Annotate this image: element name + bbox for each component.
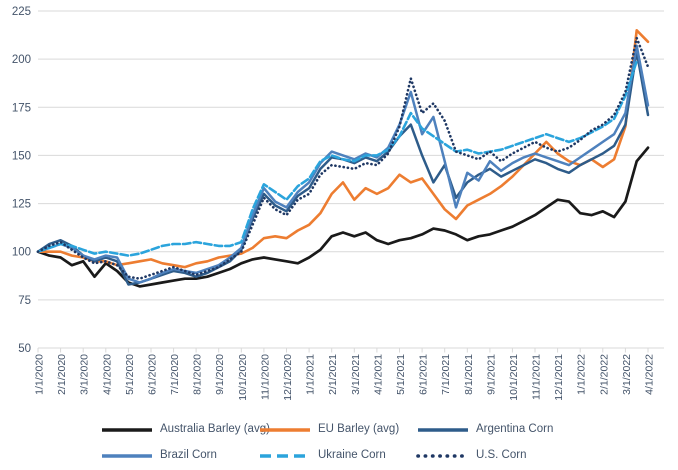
legend-label-argentina-corn: Argentina Corn bbox=[476, 423, 554, 436]
y-tick-label: 225 bbox=[12, 6, 31, 18]
x-tick-label: 7/1/2020 bbox=[169, 354, 181, 395]
x-tick-label: 10/1/2021 bbox=[508, 354, 520, 401]
x-tick-label: 1/1/2021 bbox=[305, 354, 317, 395]
legend-label-u-s-corn: U.S. Corn bbox=[476, 449, 527, 462]
x-tick-label: 9/1/2020 bbox=[214, 354, 226, 395]
x-tick-label: 11/1/2021 bbox=[531, 354, 543, 400]
y-tick-label: 125 bbox=[12, 199, 31, 211]
x-tick-label: 1/1/2022 bbox=[576, 354, 588, 395]
legend-item-ukraine-corn: Ukraine Corn bbox=[258, 450, 416, 462]
legend-label-ukraine-corn: Ukraine Corn bbox=[318, 449, 386, 462]
x-tick-label: 12/1/2021 bbox=[553, 354, 565, 401]
series-line-eu-barley-avg bbox=[36, 29, 650, 269]
legend-marker-solid-line bbox=[102, 428, 152, 432]
y-tick-label: 150 bbox=[12, 150, 31, 162]
x-tick-label: 4/1/2020 bbox=[101, 354, 113, 395]
legend-marker-dotted-line bbox=[416, 454, 470, 458]
x-tick-label: 11/1/2020 bbox=[259, 354, 271, 400]
legend-label-eu-barley-avg: EU Barley (avg) bbox=[318, 423, 400, 436]
x-tick-label: 8/1/2020 bbox=[192, 354, 204, 395]
legend-marker-solid-line bbox=[418, 428, 468, 432]
series-line-ukraine-corn bbox=[36, 59, 638, 257]
x-tick-label: 8/1/2021 bbox=[463, 354, 475, 395]
series-line-australia-barley-avg bbox=[36, 146, 650, 288]
x-tick-label: 5/1/2020 bbox=[124, 354, 136, 395]
legend-item-australia-barley-avg: Australia Barley (avg) bbox=[100, 424, 270, 436]
x-tick-label: 4/1/2022 bbox=[644, 354, 656, 395]
x-tick-label: 12/1/2020 bbox=[282, 354, 294, 401]
x-tick-label: 1/1/2020 bbox=[34, 354, 46, 395]
x-tick-label: 6/1/2021 bbox=[418, 354, 430, 395]
legend-item-u-s-corn: U.S. Corn bbox=[416, 450, 578, 462]
y-tick-label: 200 bbox=[12, 54, 31, 66]
x-tick-label: 2/1/2022 bbox=[598, 354, 610, 395]
x-tick-label: 4/1/2021 bbox=[372, 354, 384, 395]
series-line-brazil-corn bbox=[36, 44, 650, 284]
x-tick-label: 6/1/2020 bbox=[147, 354, 159, 395]
y-tick-label: 75 bbox=[18, 295, 31, 307]
legend-marker-dashed-line bbox=[260, 454, 310, 458]
legend-label-australia-barley-avg: Australia Barley (avg) bbox=[160, 423, 270, 436]
chart-legend: Australia Barley (avg) EU Barley (avg) Arg… bbox=[100, 417, 578, 469]
legend-item-argentina-corn: Argentina Corn bbox=[416, 424, 578, 436]
y-tick-label: 50 bbox=[18, 343, 31, 355]
x-tick-label: 9/1/2021 bbox=[485, 354, 497, 395]
x-tick-label: 5/1/2021 bbox=[395, 354, 407, 395]
legend-item-brazil-corn: Brazil Corn bbox=[100, 450, 258, 462]
legend-item-eu-barley-avg: EU Barley (avg) bbox=[258, 424, 416, 436]
x-tick-label: 3/1/2021 bbox=[350, 354, 362, 395]
y-tick-label: 175 bbox=[12, 102, 31, 114]
series-line-u-s-corn bbox=[36, 36, 650, 280]
x-tick-label: 3/1/2020 bbox=[79, 354, 91, 395]
legend-marker-solid-line bbox=[102, 454, 152, 458]
x-tick-label: 2/1/2021 bbox=[327, 354, 339, 395]
legend-label-brazil-corn: Brazil Corn bbox=[160, 449, 217, 462]
y-tick-label: 100 bbox=[12, 247, 31, 259]
x-tick-label: 10/1/2020 bbox=[237, 354, 249, 401]
x-tick-label: 2/1/2020 bbox=[56, 354, 68, 395]
x-tick-label: 3/1/2022 bbox=[621, 354, 633, 395]
x-tick-label: 7/1/2021 bbox=[440, 354, 452, 395]
legend-marker-solid-line bbox=[260, 428, 310, 432]
